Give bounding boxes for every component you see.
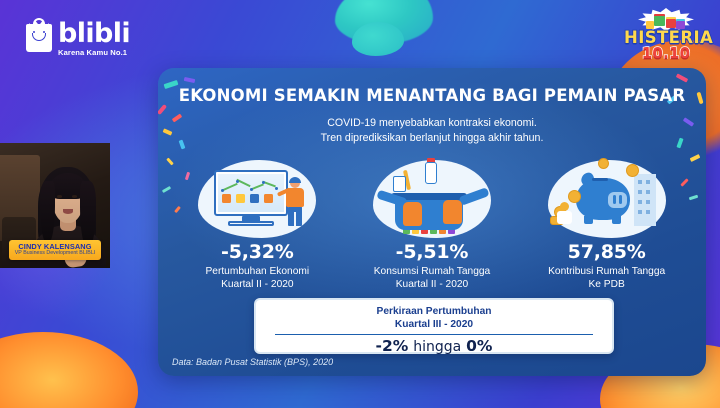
forecast-range-low: -2% bbox=[375, 336, 409, 355]
speaker-role: VP Business Development BLIBLI bbox=[14, 250, 96, 257]
forecast-range: -2% hingga 0% bbox=[256, 336, 612, 355]
stat-label-line-2: Kuartal II - 2020 bbox=[395, 279, 469, 291]
teal-blob-decoration-small bbox=[352, 22, 404, 56]
speaker-name: CINDY KALENSANG bbox=[18, 242, 92, 251]
stat-card-pertumbuhan-ekonomi: -5,32% Pertumbuhan Ekonomi Kuartal II - … bbox=[172, 160, 342, 291]
forecast-heading: Perkiraan Pertumbuhan Kuartal III - 2020 bbox=[256, 300, 612, 332]
stat-label: Kontribusi Rumah Tangga Ke PDB bbox=[522, 265, 692, 292]
stat-card-kontribusi-pdb: 57,85% Kontribusi Rumah Tangga Ke PDB bbox=[522, 158, 692, 292]
forecast-heading-line-1: Perkiraan Pertumbuhan bbox=[376, 306, 492, 317]
stat-value: -5,51% bbox=[395, 241, 469, 263]
histeria-campaign-badge: HISTERIA 10.10 bbox=[623, 8, 714, 68]
subtitle-line-2: Tren diprediksikan berlanjut hingga akhi… bbox=[320, 132, 544, 145]
stat-label-line-1: Konsumsi Rumah Tangga bbox=[373, 265, 491, 277]
stat-label-line-1: Kontribusi Rumah Tangga bbox=[548, 265, 666, 277]
monitor-chart-presenter-icon bbox=[198, 160, 317, 238]
forecast-range-conjunction: hingga bbox=[413, 338, 462, 355]
gift-box-icon bbox=[646, 21, 654, 29]
speaker-name-badge: CINDY KALENSANG VP Business Development … bbox=[9, 240, 101, 260]
shopping-bag-smile-icon bbox=[26, 18, 52, 52]
data-source-note: Data: Badan Pusat Statistik (BPS), 2020 bbox=[172, 357, 334, 367]
forecast-box: Perkiraan Pertumbuhan Kuartal III - 2020… bbox=[254, 298, 614, 355]
logo-wordmark: blibli bbox=[58, 18, 131, 49]
piggy-bank-coins-icon bbox=[547, 158, 666, 238]
stat-label-line-2: Ke PDB bbox=[588, 279, 625, 291]
subtitle-line-1: COVID-19 menyebabkan kontraksi ekonomi. bbox=[327, 117, 537, 129]
stat-label: Konsumsi Rumah Tangga Kuartal II - 2020 bbox=[347, 265, 517, 292]
histeria-title: HISTERIA bbox=[623, 28, 714, 47]
logo-tagline: Karena Kamu No.1 bbox=[58, 48, 128, 57]
stat-value: 57,85% bbox=[567, 241, 646, 263]
slide-subtitle: COVID-19 menyebabkan kontraksi ekonomi. … bbox=[158, 116, 706, 147]
blibli-logo: blibli Karena Kamu No.1 bbox=[26, 18, 131, 57]
slide-card: EKONOMI SEMAKIN MENANTANG BAGI PEMAIN PA… bbox=[158, 68, 706, 376]
forecast-divider bbox=[275, 333, 593, 335]
statistics-row: -5,32% Pertumbuhan Ekonomi Kuartal II - … bbox=[170, 158, 694, 292]
forecast-range-high: 0% bbox=[466, 336, 493, 355]
shopping-basket-groceries-icon bbox=[372, 158, 491, 238]
histeria-date: 10.10 bbox=[641, 44, 691, 62]
slide-title: EKONOMI SEMAKIN MENANTANG BAGI PEMAIN PA… bbox=[178, 86, 686, 105]
stat-label-line-2: Kuartal II - 2020 bbox=[221, 279, 294, 291]
stat-label-line-1: Pertumbuhan Ekonomi bbox=[205, 265, 310, 277]
forecast-heading-line-2: Kuartal III - 2020 bbox=[394, 319, 474, 331]
stat-value: -5,32% bbox=[221, 241, 294, 263]
stat-label: Pertumbuhan Ekonomi Kuartal II - 2020 bbox=[172, 265, 342, 292]
stat-card-konsumsi-rumah-tangga: -5,51% Konsumsi Rumah Tangga Kuartal II … bbox=[347, 158, 517, 292]
